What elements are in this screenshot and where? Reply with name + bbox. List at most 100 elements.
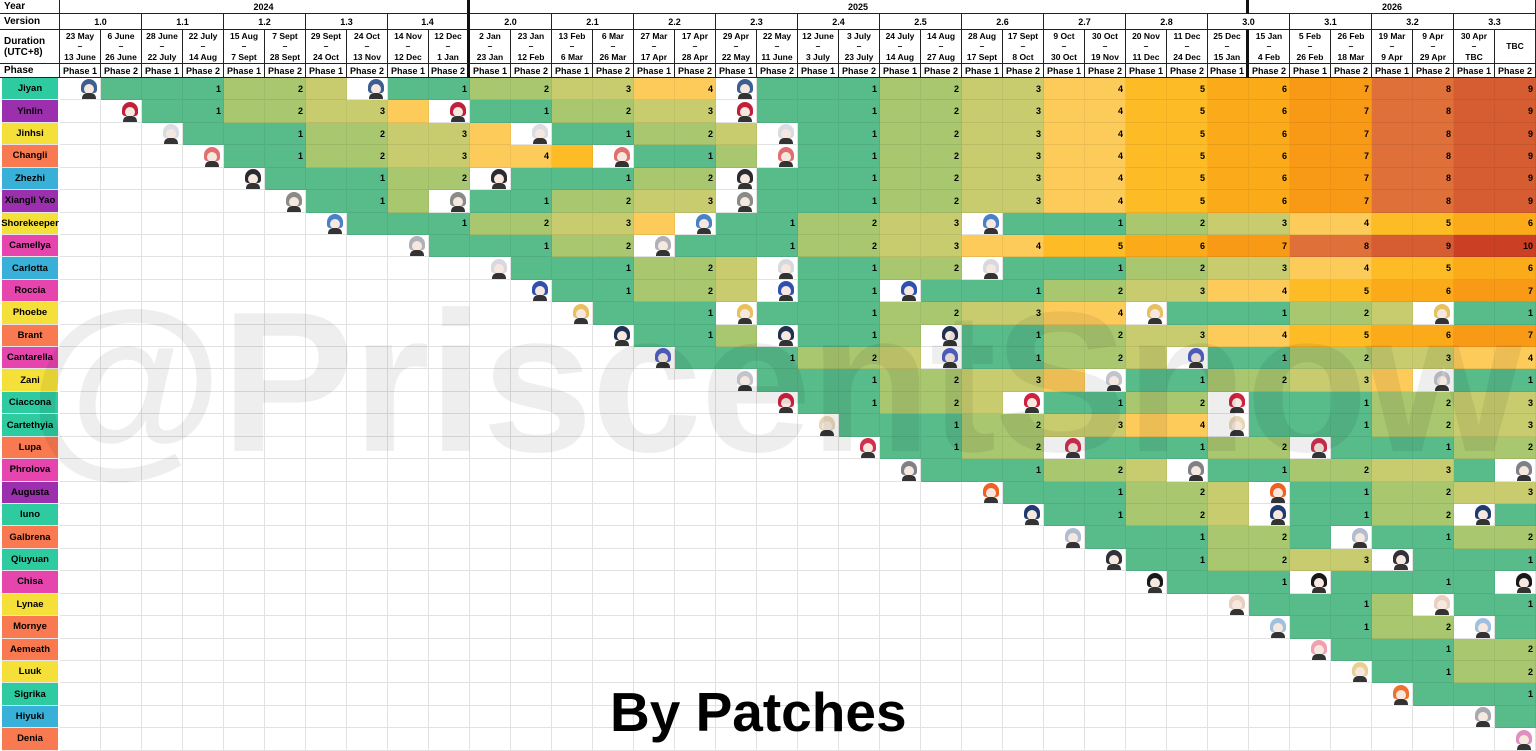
patches-since-banner-cell: 10 bbox=[1495, 234, 1536, 258]
patches-since-banner-cell: 9 bbox=[1495, 78, 1536, 101]
banner-portrait-cell bbox=[1208, 593, 1249, 617]
duration-cell: TBC bbox=[1495, 30, 1536, 64]
patches-since-banner-cell: 4 bbox=[1085, 167, 1126, 191]
empty-cell bbox=[347, 616, 388, 639]
patch-gap-fill bbox=[757, 190, 798, 213]
duration-dash: – bbox=[897, 41, 903, 52]
empty-cell bbox=[675, 369, 716, 392]
patch-gap-fill bbox=[470, 234, 511, 258]
duration-cell: 12 Dec –1 Jan bbox=[429, 30, 470, 64]
phase-header: Phase 1 bbox=[880, 64, 921, 78]
empty-cell bbox=[429, 683, 470, 706]
patches-since-banner-cell: 3 bbox=[1249, 257, 1290, 280]
character-portrait-icon bbox=[776, 280, 796, 302]
patches-since-banner-cell: 2 bbox=[675, 167, 716, 191]
phase-header: Phase 1 bbox=[798, 64, 839, 78]
empty-cell bbox=[306, 414, 347, 437]
empty-cell bbox=[429, 391, 470, 415]
patches-since-banner-cell: 7 bbox=[1495, 324, 1536, 348]
patches-since-banner-cell: 3 bbox=[1413, 347, 1454, 370]
empty-cell bbox=[1085, 638, 1126, 661]
empty-cell bbox=[716, 504, 757, 527]
patches-since-banner-cell: 3 bbox=[593, 78, 634, 101]
empty-cell bbox=[839, 638, 880, 661]
character-portrait-icon bbox=[1022, 504, 1042, 526]
patches-since-banner-cell: 4 bbox=[1085, 145, 1126, 168]
patch-count: 1 bbox=[1035, 285, 1041, 296]
patch-count: 5 bbox=[1363, 330, 1369, 341]
patch-gap-fill bbox=[1495, 705, 1536, 729]
empty-cell bbox=[101, 459, 142, 482]
patches-since-banner-cell: 1 bbox=[1495, 548, 1536, 572]
empty-cell bbox=[306, 234, 347, 258]
patch-gap-fill bbox=[1085, 436, 1126, 460]
empty-cell bbox=[265, 728, 306, 751]
patch-gap-fill bbox=[224, 145, 265, 168]
duration-cell: 23 Jan –12 Feb bbox=[511, 30, 552, 64]
patches-since-banner-cell: 3 bbox=[1003, 302, 1044, 325]
patches-since-banner-cell: 2 bbox=[839, 212, 880, 235]
patch-count: 6 bbox=[1281, 150, 1287, 161]
empty-cell bbox=[265, 571, 306, 594]
patch-gap-fill bbox=[1126, 100, 1167, 123]
patches-since-banner-cell: 1 bbox=[1331, 481, 1372, 505]
empty-cell bbox=[921, 728, 962, 751]
duration-cell: 3 July –23 July bbox=[839, 30, 880, 64]
empty-cell bbox=[552, 459, 593, 482]
empty-cell bbox=[60, 616, 101, 639]
empty-cell bbox=[101, 122, 142, 146]
patches-since-banner-cell: 7 bbox=[1331, 100, 1372, 123]
duration-dash: – bbox=[118, 41, 124, 52]
patch-count: 9 bbox=[1527, 150, 1533, 161]
character-name-shorekeeper: Shorekeeper bbox=[1, 212, 59, 235]
patch-count: 1 bbox=[1199, 375, 1205, 386]
patch-gap-fill bbox=[1290, 122, 1331, 146]
empty-cell bbox=[552, 705, 593, 729]
patch-count: 4 bbox=[1117, 150, 1123, 161]
patches-since-banner-cell: 2 bbox=[921, 78, 962, 101]
patch-count: 1 bbox=[789, 240, 795, 251]
empty-cell bbox=[388, 391, 429, 415]
patch-count: 2 bbox=[1527, 666, 1533, 677]
duration-end: 4 Feb bbox=[1257, 51, 1281, 62]
duration-end: 24 Oct bbox=[313, 51, 339, 62]
patches-since-banner-cell: 5 bbox=[1413, 257, 1454, 280]
patch-count: 1 bbox=[1445, 666, 1451, 677]
character-portrait-icon bbox=[1473, 617, 1493, 638]
empty-cell bbox=[839, 459, 880, 482]
patches-since-banner-cell: 2 bbox=[921, 257, 962, 280]
empty-cell bbox=[716, 616, 757, 639]
empty-cell bbox=[1044, 728, 1085, 751]
empty-cell bbox=[1167, 593, 1208, 617]
patch-count: 3 bbox=[1117, 420, 1123, 431]
patch-gap-fill bbox=[1331, 436, 1372, 460]
banner-portrait-cell bbox=[470, 167, 511, 191]
duration-start: 6 June bbox=[107, 30, 135, 41]
empty-cell bbox=[388, 369, 429, 392]
empty-cell bbox=[716, 705, 757, 729]
patch-gap-fill bbox=[1003, 257, 1044, 280]
patch-gap-fill bbox=[634, 100, 675, 123]
patch-count: 5 bbox=[1199, 173, 1205, 184]
patch-count: 6 bbox=[1281, 128, 1287, 139]
patch-count: 3 bbox=[707, 106, 713, 117]
empty-cell bbox=[306, 257, 347, 280]
patches-since-banner-cell: 2 bbox=[921, 122, 962, 146]
version-header-2.7: 2.7 bbox=[1044, 14, 1126, 30]
empty-cell bbox=[757, 571, 798, 594]
empty-cell bbox=[1085, 683, 1126, 706]
empty-cell bbox=[1003, 593, 1044, 617]
patch-count: 2 bbox=[1199, 397, 1205, 408]
patches-since-banner-cell: 3 bbox=[1003, 167, 1044, 191]
empty-cell bbox=[1331, 683, 1372, 706]
empty-cell bbox=[306, 548, 347, 572]
patches-since-banner-cell: 3 bbox=[1003, 145, 1044, 168]
empty-cell bbox=[142, 459, 183, 482]
year-header: 2026 bbox=[1249, 0, 1536, 14]
empty-cell bbox=[429, 616, 470, 639]
patches-since-banner-cell: 1 bbox=[839, 78, 880, 101]
patch-count: 1 bbox=[1363, 397, 1369, 408]
patch-gap-fill bbox=[1372, 212, 1413, 235]
patches-since-banner-cell: 4 bbox=[1167, 414, 1208, 437]
character-name-ciaccona: Ciaccona bbox=[2, 391, 58, 415]
